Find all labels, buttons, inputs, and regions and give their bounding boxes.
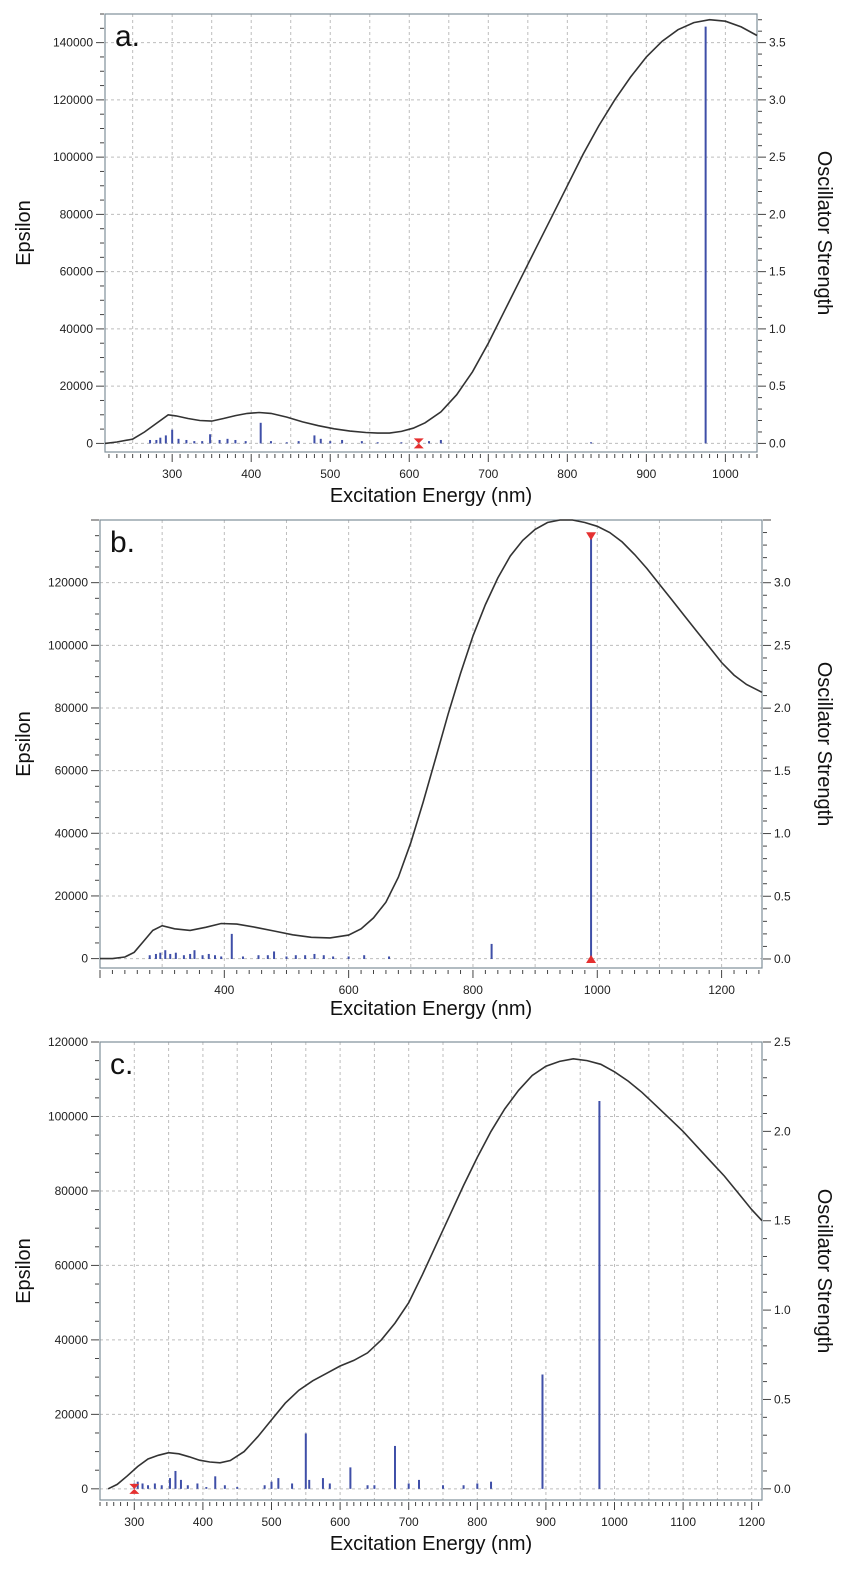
x-tick-label: 800 bbox=[467, 1515, 487, 1529]
y-tick-label: 20000 bbox=[55, 1407, 89, 1421]
y-tick-label: 140000 bbox=[53, 36, 93, 50]
y2-tick-label: 0.5 bbox=[774, 889, 791, 903]
y2-tick-label: 1.5 bbox=[769, 265, 786, 279]
y2-axis-title: Oscillator Strength bbox=[813, 662, 835, 827]
y-tick-label: 120000 bbox=[48, 1035, 88, 1049]
y-tick-label: 120000 bbox=[53, 93, 93, 107]
y2-tick-label: 1.0 bbox=[774, 1303, 791, 1317]
x-tick-label: 1000 bbox=[712, 467, 739, 481]
y2-tick-label: 0.5 bbox=[769, 379, 786, 393]
x-axis-title: Excitation Energy (nm) bbox=[330, 1533, 532, 1555]
y-axis-title: Epsilon bbox=[13, 711, 35, 777]
x-tick-label: 900 bbox=[636, 467, 656, 481]
y-tick-label: 0 bbox=[81, 952, 88, 966]
y-axis-title: Epsilon bbox=[13, 200, 35, 266]
y2-tick-label: 2.5 bbox=[769, 150, 786, 164]
selected-transition-marker bbox=[586, 532, 597, 541]
y-tick-label: 0 bbox=[86, 436, 93, 450]
x-tick-label: 1100 bbox=[670, 1515, 696, 1529]
y2-tick-label: 3.0 bbox=[769, 93, 786, 107]
y-tick-label: 20000 bbox=[60, 379, 94, 393]
plot-frame bbox=[99, 519, 763, 969]
y2-tick-label: 0.0 bbox=[774, 1482, 791, 1496]
y2-tick-label: 1.0 bbox=[774, 827, 791, 841]
y2-tick-label: 0.0 bbox=[774, 952, 791, 966]
selected-transition-marker bbox=[586, 954, 597, 963]
y-tick-label: 40000 bbox=[60, 322, 94, 336]
x-tick-label: 800 bbox=[557, 467, 577, 481]
y2-tick-label: 0.0 bbox=[769, 436, 786, 450]
x-tick-label: 300 bbox=[124, 1515, 144, 1529]
x-tick-label: 800 bbox=[463, 983, 483, 997]
y-tick-label: 100000 bbox=[48, 1109, 88, 1123]
x-tick-label: 300 bbox=[162, 467, 182, 481]
selected-transition-marker bbox=[413, 438, 424, 449]
y2-tick-label: 1.0 bbox=[769, 322, 786, 336]
y2-tick-label: 3.5 bbox=[769, 36, 786, 50]
x-tick-label: 500 bbox=[261, 1515, 281, 1529]
x-tick-label: 700 bbox=[399, 1515, 419, 1529]
panel-label: b. bbox=[110, 526, 135, 559]
y2-axis-title: Oscillator Strength bbox=[813, 1189, 835, 1354]
y-tick-label: 100000 bbox=[53, 150, 93, 164]
y-tick-label: 120000 bbox=[48, 576, 88, 590]
selected-transition-marker bbox=[129, 1483, 140, 1494]
y-tick-label: 0 bbox=[81, 1482, 88, 1496]
panel-label: c. bbox=[110, 1048, 133, 1081]
x-tick-label: 700 bbox=[478, 467, 498, 481]
x-tick-label: 1200 bbox=[738, 1515, 765, 1529]
y-tick-label: 80000 bbox=[55, 1184, 89, 1198]
x-tick-label: 1200 bbox=[708, 983, 735, 997]
y-axis-title: Epsilon bbox=[13, 1238, 35, 1304]
y2-tick-label: 2.5 bbox=[774, 638, 791, 652]
chart-panel-0: 300 400 500 600 700 800 900 1000 0 20000 40000 6000… bbox=[13, 13, 835, 507]
y2-tick-label: 3.0 bbox=[774, 576, 791, 590]
absorption-spectrum-curve bbox=[107, 1057, 763, 1490]
chart-panel-1: 400 600 800 1000 1200 0 20000 40000 60000 80000 10… bbox=[13, 519, 835, 1020]
x-axis-title: Excitation Energy (nm) bbox=[330, 485, 532, 507]
y2-tick-label: 2.0 bbox=[774, 701, 791, 715]
y2-tick-label: 2.5 bbox=[774, 1035, 791, 1049]
x-tick-label: 600 bbox=[330, 1515, 350, 1529]
x-tick-label: 1000 bbox=[601, 1515, 628, 1529]
y-tick-label: 60000 bbox=[55, 764, 89, 778]
x-tick-label: 1000 bbox=[584, 983, 611, 997]
y2-tick-label: 1.5 bbox=[774, 764, 791, 778]
y2-tick-label: 0.5 bbox=[774, 1392, 791, 1406]
y2-tick-label: 2.0 bbox=[769, 207, 786, 221]
absorption-spectrum-curve bbox=[104, 18, 758, 445]
y-tick-label: 60000 bbox=[60, 265, 94, 279]
plot-frame bbox=[104, 13, 758, 453]
y2-axis-title: Oscillator Strength bbox=[813, 151, 835, 316]
absorption-spectrum-curve bbox=[100, 519, 763, 960]
x-tick-label: 400 bbox=[193, 1515, 213, 1529]
y-tick-label: 60000 bbox=[55, 1258, 89, 1272]
y-tick-label: 40000 bbox=[55, 826, 89, 840]
x-tick-label: 500 bbox=[320, 467, 340, 481]
plot-frame bbox=[99, 1041, 763, 1501]
x-tick-label: 600 bbox=[399, 467, 419, 481]
y-tick-label: 80000 bbox=[60, 207, 94, 221]
x-axis-title: Excitation Energy (nm) bbox=[330, 998, 532, 1020]
y2-tick-label: 2.0 bbox=[774, 1124, 791, 1138]
y2-tick-label: 1.5 bbox=[774, 1214, 791, 1228]
x-tick-label: 600 bbox=[339, 983, 359, 997]
x-tick-label: 900 bbox=[536, 1515, 556, 1529]
y-tick-label: 20000 bbox=[55, 889, 89, 903]
y-tick-label: 40000 bbox=[55, 1333, 89, 1347]
y-tick-label: 80000 bbox=[55, 701, 89, 715]
x-tick-label: 400 bbox=[214, 983, 234, 997]
x-tick-label: 400 bbox=[241, 467, 261, 481]
y-tick-label: 100000 bbox=[48, 638, 88, 652]
panel-label: a. bbox=[115, 20, 140, 53]
chart-panel-2: 300 400 500 600 700 800 900 1000 1100 1200 0 20000 4… bbox=[13, 1035, 835, 1555]
